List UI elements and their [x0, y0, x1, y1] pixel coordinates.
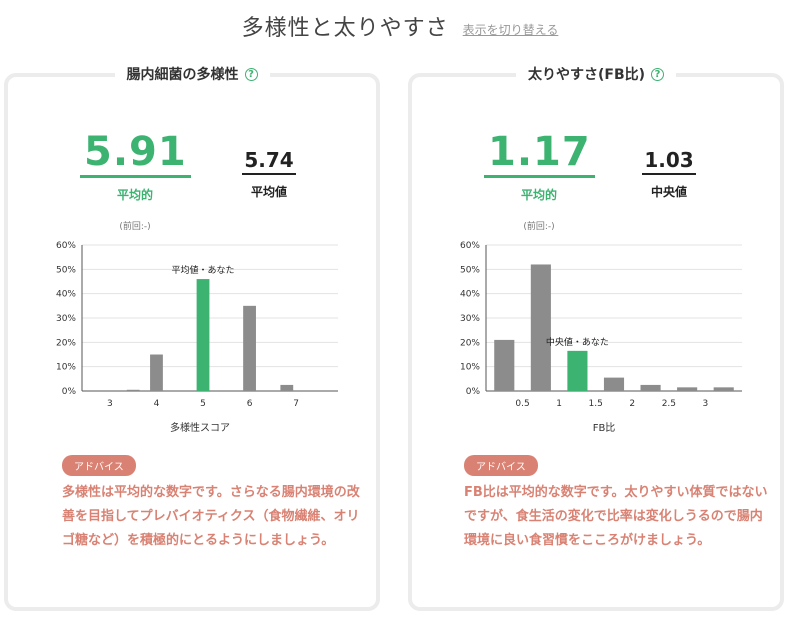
x-tick-label: 2 — [629, 399, 635, 409]
bar — [677, 387, 698, 391]
y-tick-label: 10% — [460, 363, 480, 373]
bar — [603, 377, 625, 391]
help-icon[interactable]: ? — [244, 67, 258, 81]
fb-median-label: 中央値 — [650, 185, 687, 199]
bar — [494, 339, 515, 391]
y-tick-label: 60% — [56, 241, 76, 251]
bar — [280, 384, 294, 391]
bar — [126, 389, 140, 391]
help-icon[interactable]: ? — [651, 67, 665, 81]
fb-card-title: 太りやすさ(FB比) — [527, 67, 646, 83]
fb-card-header: 太りやすさ(FB比) ? — [412, 64, 780, 84]
x-tick-label: 1.5 — [589, 399, 603, 409]
diversity-your-score: 5.91 平均的 (前回:-) — [80, 129, 191, 232]
bar — [640, 384, 661, 391]
y-tick-label: 0% — [466, 387, 481, 397]
bar — [243, 305, 256, 391]
fb-ratio-card: 太りやすさ(FB比) ? 1.17 平均的 (前回:-) 1.03 中央値 0%… — [408, 64, 784, 611]
x-axis-label: 多様性スコア — [170, 421, 230, 434]
page-title: 多様性と太りやすさ — [241, 16, 449, 41]
y-tick-label: 60% — [460, 241, 480, 251]
y-tick-label: 10% — [56, 363, 76, 373]
y-tick-label: 30% — [56, 314, 76, 324]
fb-your-value: 1.17 — [484, 129, 595, 178]
diversity-card: 腸内細菌の多様性 ? 5.91 平均的 (前回:-) 5.74 平均値 0% 10… — [4, 64, 380, 611]
bar — [150, 354, 163, 391]
x-tick-label: 1 — [556, 399, 562, 409]
page-header: 多様性と太りやすさ 表示を切り替える — [0, 6, 800, 46]
fb-previous: (前回:-) — [523, 222, 555, 232]
bar — [713, 387, 734, 391]
diversity-average-value: 5.74 — [242, 147, 296, 175]
y-tick-label: 40% — [56, 290, 76, 300]
y-tick-label: 50% — [460, 265, 480, 275]
fb-ratio-histogram: 0% 10% 20% 30% 40% 50% 60% 中央値・あなた 0.5 1 1.5 2 2.5 3 F… — [460, 241, 742, 434]
diversity-your-value: 5.91 — [80, 129, 191, 178]
diversity-histogram: 0% 10% 20% 30% 40% 50% 60% 平均値・あなた 3 4 5 6 7 多様性スコア — [56, 241, 338, 434]
highlight-bar — [567, 350, 588, 391]
y-tick-label: 30% — [460, 314, 480, 324]
bar-annotation: 中央値・あなた — [546, 336, 609, 348]
diversity-advice-badge: アドバイス — [62, 455, 136, 476]
diversity-previous: (前回:-) — [119, 222, 151, 232]
fb-advice-text: FB比は平均的な数字です。太りやすい体質ではないですが、食生活の変化で比率は変化… — [464, 485, 768, 548]
y-tick-label: 20% — [460, 338, 480, 348]
diversity-your-label: 平均的 — [116, 188, 153, 202]
diversity-card-header: 腸内細菌の多様性 ? — [8, 64, 376, 84]
fb-your-score: 1.17 平均的 (前回:-) — [484, 129, 595, 232]
bar-annotation: 平均値・あなた — [172, 264, 235, 276]
fb-advice-badge: アドバイス — [464, 455, 538, 476]
y-tick-label: 40% — [460, 290, 480, 300]
x-tick-label: 2.5 — [662, 399, 676, 409]
x-tick-label: 0.5 — [515, 399, 529, 409]
x-axis-label: FB比 — [593, 422, 616, 434]
x-tick-label: 5 — [200, 399, 206, 409]
highlight-bar — [196, 279, 210, 391]
y-tick-label: 0% — [62, 387, 77, 397]
fb-your-label: 平均的 — [520, 188, 557, 202]
diversity-average-label: 平均値 — [250, 185, 287, 199]
x-tick-label: 3 — [703, 399, 709, 409]
x-tick-label: 7 — [293, 399, 299, 409]
diversity-card-title: 腸内細菌の多様性 — [126, 67, 239, 83]
diversity-average: 5.74 平均値 — [224, 147, 314, 200]
diversity-advice-text: 多様性は平均的な数字です。さらなる腸内環境の改善を目指してプレバイオティクス（食… — [62, 485, 360, 548]
x-tick-label: 4 — [154, 399, 160, 409]
fb-median: 1.03 中央値 — [624, 147, 714, 200]
fb-median-value: 1.03 — [642, 147, 696, 175]
bar — [530, 264, 551, 391]
toggle-view-link[interactable]: 表示を切り替える — [462, 22, 559, 37]
x-tick-label: 6 — [247, 399, 253, 409]
x-tick-label: 3 — [107, 399, 113, 409]
y-tick-label: 20% — [56, 338, 76, 348]
y-tick-label: 50% — [56, 265, 76, 275]
